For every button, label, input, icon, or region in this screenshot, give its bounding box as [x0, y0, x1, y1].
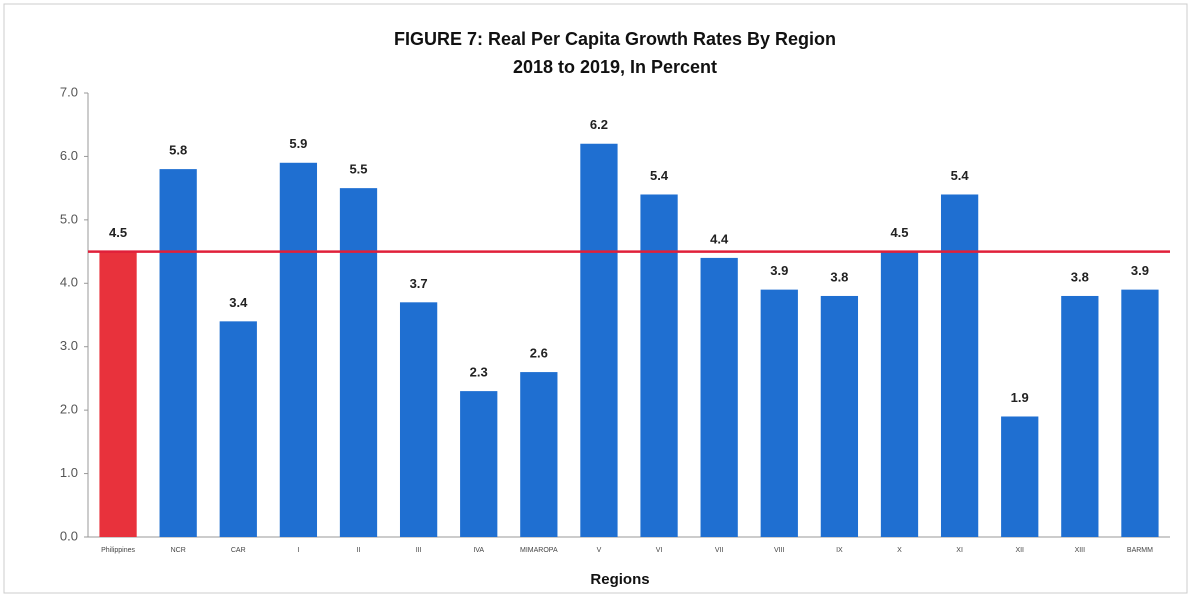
bar	[520, 372, 558, 537]
x-tick-label: VII	[715, 547, 724, 554]
bar	[1001, 416, 1039, 537]
bar	[580, 143, 618, 537]
data-label: 5.4	[650, 168, 669, 183]
x-tick-label: XIII	[1075, 547, 1086, 554]
x-tick-label: XII	[1015, 547, 1024, 554]
x-tick-label: IX	[836, 547, 843, 554]
x-axis-label: Regions	[590, 571, 649, 588]
bar	[399, 302, 438, 537]
y-tick-label: 1.0	[60, 465, 78, 480]
data-label: 1.9	[1011, 390, 1029, 405]
bar	[159, 169, 197, 537]
bar	[339, 188, 378, 537]
bar	[99, 251, 137, 538]
data-label: 4.5	[109, 225, 127, 240]
y-tick-label: 2.0	[60, 402, 78, 417]
x-tick-label: I	[297, 547, 299, 554]
data-label: 5.9	[289, 136, 307, 151]
data-label: 3.4	[229, 295, 248, 310]
x-tick-label: VIII	[774, 547, 785, 554]
bar	[219, 321, 257, 537]
bar	[760, 289, 798, 537]
data-label: 5.4	[951, 168, 970, 183]
data-label: 5.5	[349, 162, 367, 177]
x-tick-label: IVA	[473, 547, 484, 554]
x-tick-label: II	[357, 547, 361, 554]
x-tick-label: XI	[956, 547, 963, 554]
bar	[1061, 295, 1099, 537]
data-label: 2.6	[530, 346, 548, 361]
x-tick-label: Philippines	[101, 547, 135, 554]
y-tick-label: 0.0	[60, 528, 78, 543]
data-label: 3.7	[410, 276, 428, 291]
bar	[279, 162, 318, 537]
bar	[820, 295, 859, 537]
data-label: 3.8	[1071, 269, 1089, 284]
data-label: 3.9	[770, 263, 788, 278]
data-label: 6.2	[590, 117, 608, 132]
x-tick-label: BARMM	[1127, 547, 1153, 554]
y-tick-label: 4.0	[60, 275, 78, 290]
data-label: 4.5	[890, 225, 908, 240]
data-label: 3.8	[830, 269, 848, 284]
bar	[1121, 289, 1159, 537]
x-tick-label: V	[597, 547, 602, 554]
x-tick-label: X	[897, 547, 902, 554]
y-tick-label: 7.0	[60, 84, 78, 99]
data-label: 2.3	[470, 365, 488, 380]
bar	[640, 194, 678, 537]
x-tick-label: III	[416, 547, 422, 554]
y-tick-label: 3.0	[60, 338, 78, 353]
data-label: 3.9	[1131, 263, 1149, 278]
chart-subtitle: 2018 to 2019, In Percent	[513, 57, 717, 77]
bar	[880, 251, 919, 538]
y-tick-label: 5.0	[60, 211, 78, 226]
data-label: 4.4	[710, 231, 729, 246]
y-tick-label: 6.0	[60, 148, 78, 163]
bar	[460, 391, 498, 537]
bar	[700, 257, 738, 537]
x-tick-label: NCR	[171, 547, 186, 554]
x-tick-label: MIMAROPA	[520, 547, 558, 554]
data-label: 5.8	[169, 143, 187, 158]
x-tick-label: CAR	[231, 547, 246, 554]
x-tick-label: VI	[656, 547, 663, 554]
chart-title: FIGURE 7: Real Per Capita Growth Rates B…	[394, 29, 836, 49]
bar	[940, 194, 979, 537]
